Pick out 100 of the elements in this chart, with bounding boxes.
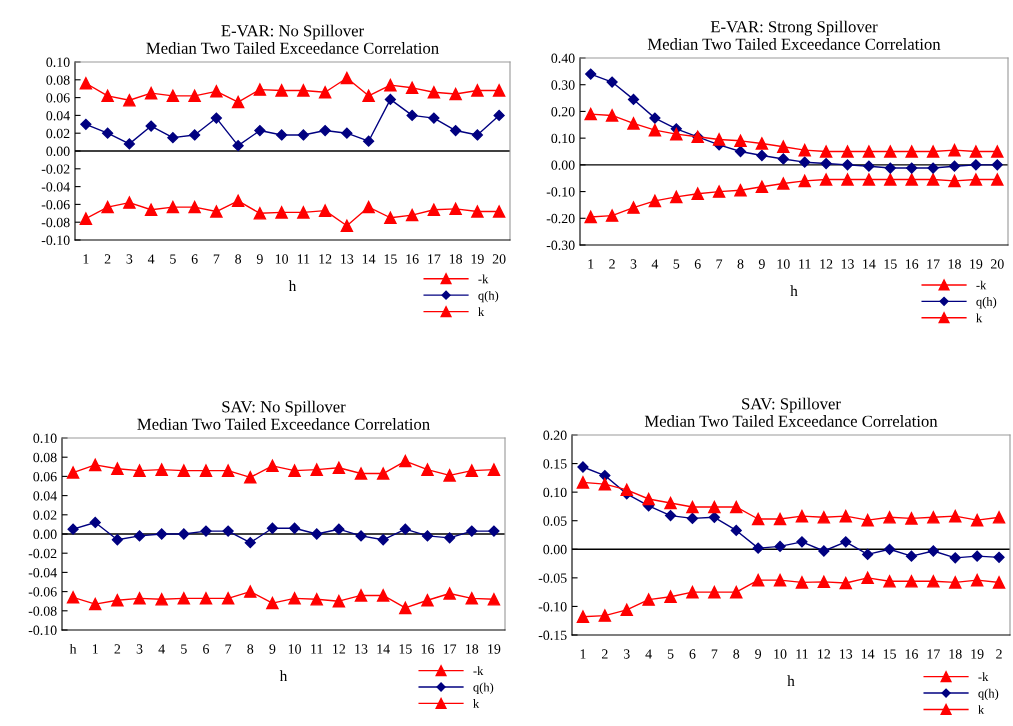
y-tick-label: -0.04: [41, 182, 70, 192]
x-tick-label: 2: [104, 254, 111, 264]
x-tick-label: 9: [755, 649, 762, 659]
x-tick-label: 5: [667, 649, 674, 659]
y-tick-label: 0.10: [46, 57, 70, 68]
x-tick-label: 6: [203, 644, 210, 654]
x-tick-label: 7: [225, 644, 232, 654]
x-tick-label: 18: [466, 644, 479, 654]
y-tick-label: -0.10: [538, 602, 567, 612]
y-tick-label: -0.05: [538, 573, 567, 583]
y-tick-label: 0.10: [543, 487, 567, 498]
x-tick-label: 13: [341, 254, 354, 264]
x-tick-label: 2: [609, 259, 615, 269]
y-tick-label: 0.02: [46, 128, 70, 139]
x-tick-label: 19: [970, 259, 983, 269]
x-tick-label: 1: [92, 644, 98, 654]
x-tick-label: 2: [114, 644, 121, 654]
y-tick-label: 0.00: [551, 160, 575, 170]
x-tick-label: 7: [716, 259, 723, 269]
x-tick-label: 6: [694, 259, 701, 269]
x-tick-label: 4: [651, 259, 659, 269]
x-tick-label: 14: [861, 649, 875, 659]
x-tick-label: 12: [333, 644, 346, 654]
x-tick-label: 8: [733, 649, 740, 659]
x-tick-label: 3: [126, 254, 133, 264]
y-tick-label: 0.00: [46, 146, 70, 157]
y-tick-label: 0.06: [33, 471, 57, 482]
y-tick-label: 0.05: [543, 516, 567, 526]
x-tick-label: 12: [818, 649, 831, 659]
x-tick-label: 18: [949, 649, 962, 659]
y-tick-label: 0.04: [46, 110, 70, 121]
x-tick-label: 20: [990, 259, 1004, 269]
chart-title: E-VAR: No Spillover Median Two Tailed Exceedance Correlation: [146, 24, 439, 54]
x-tick-label: 16: [905, 649, 918, 659]
y-tick-label: -0.15: [538, 630, 567, 641]
x-tick-label: 5: [170, 254, 176, 264]
x-tick-label: 9: [758, 259, 765, 269]
chart-title: SAV: No Spillover Median Two Tailed Exceedance Correlation: [137, 400, 430, 430]
x-tick-label: 17: [927, 259, 940, 269]
x-tick-label: 16: [905, 259, 919, 269]
x-axis-title: h: [790, 285, 798, 296]
legend-label: -k: [978, 672, 989, 681]
x-tick-label: 2: [996, 649, 1002, 659]
x-tick-label: 14: [863, 259, 876, 269]
x-tick-label: 14: [362, 254, 376, 264]
x-axis-title: h: [288, 280, 297, 291]
y-tick-label: -0.02: [41, 164, 70, 174]
y-tick-label: 0.10: [551, 133, 575, 144]
x-tick-label: 12: [820, 259, 833, 269]
x-tick-label: 11: [297, 254, 310, 264]
y-tick-label: 0.02: [33, 510, 57, 520]
x-tick-label: 16: [421, 644, 434, 654]
y-tick-label: 0.20: [551, 107, 575, 117]
x-tick-label: 11: [799, 259, 811, 269]
y-tick-label: -0.20: [546, 213, 575, 224]
x-tick-label: 8: [737, 259, 744, 269]
x-tick-label: 18: [948, 259, 961, 269]
x-tick-label: 16: [406, 254, 419, 264]
legend-label: k: [478, 307, 485, 316]
x-tick-label: 4: [158, 644, 165, 654]
x-tick-label: 13: [840, 649, 853, 659]
x-axis-title: h: [279, 670, 288, 681]
y-tick-label: -0.10: [28, 625, 57, 636]
legend-label: k: [976, 313, 983, 323]
x-tick-label: 17: [428, 254, 441, 264]
x-tick-label: 10: [777, 259, 790, 269]
x-tick-label: 3: [630, 259, 637, 269]
legend-label: k: [473, 699, 480, 708]
x-tick-label: 9: [256, 254, 263, 264]
x-tick-label: 4: [645, 649, 652, 659]
x-tick-label: 5: [181, 644, 187, 654]
x-tick-label: 8: [235, 254, 242, 264]
y-tick-label: -0.10: [546, 187, 575, 197]
x-tick-label: 1: [588, 259, 594, 269]
x-tick-label: 14: [377, 644, 390, 654]
x-tick-label: 8: [247, 644, 254, 654]
x-axis-title: h: [787, 675, 795, 686]
x-tick-label: 7: [213, 254, 220, 264]
x-tick-label: 11: [311, 644, 323, 654]
y-tick-label: 0.10: [33, 433, 57, 444]
x-tick-label: 3: [136, 644, 143, 654]
legend-label: -k: [976, 280, 987, 290]
y-tick-label: -0.06: [28, 587, 57, 597]
legend-label: q(h): [473, 682, 494, 695]
x-tick-label: 5: [673, 259, 680, 269]
legend-label: q(h): [978, 688, 999, 701]
x-tick-label: 17: [927, 649, 940, 659]
x-tick-label: 6: [191, 254, 198, 264]
y-tick-label: 0.40: [551, 53, 575, 64]
y-tick-label: 0.08: [33, 452, 57, 463]
x-tick-label: 7: [711, 649, 718, 659]
y-tick-label: -0.08: [41, 217, 70, 228]
y-tick-label: -0.10: [41, 235, 70, 246]
x-tick-label: 19: [971, 649, 984, 659]
x-tick-label: h: [69, 643, 77, 654]
x-tick-label: 2: [601, 649, 608, 659]
x-tick-label: 15: [399, 644, 412, 654]
chart-title: E-VAR: Strong Spillover Median Two Tailed Exceedance Correlation: [647, 20, 941, 50]
x-tick-label: 12: [319, 254, 332, 264]
x-tick-label: 15: [384, 254, 397, 264]
